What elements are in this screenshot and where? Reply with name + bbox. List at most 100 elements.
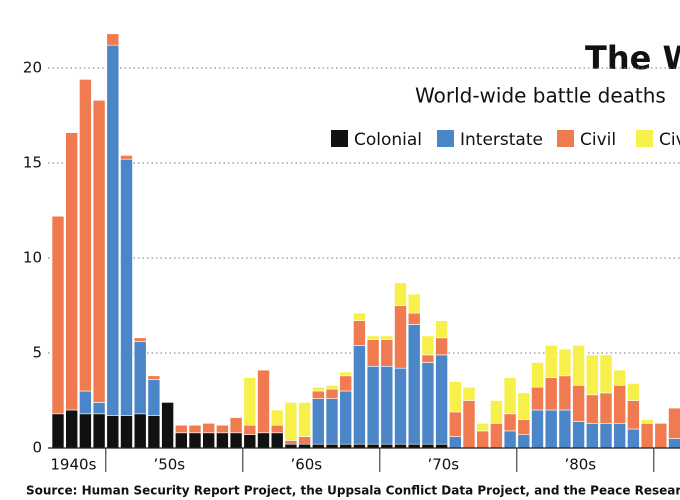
bar-segment xyxy=(284,440,298,445)
legend-swatch xyxy=(331,130,348,147)
bar-segment xyxy=(366,335,380,340)
bar-segment xyxy=(462,400,476,449)
bar-segment xyxy=(270,409,284,426)
bar-segment xyxy=(311,390,325,399)
bar-segment xyxy=(353,345,366,445)
bar-segment xyxy=(407,312,421,325)
bar-segment xyxy=(339,371,353,377)
bar-segment xyxy=(585,354,599,396)
bar-segment xyxy=(366,365,380,445)
bar-segment xyxy=(147,415,161,449)
bar-segment xyxy=(613,384,627,424)
bar-segment xyxy=(298,402,311,437)
bar-segment xyxy=(544,409,558,449)
bar-segment xyxy=(243,434,257,449)
bar-segment xyxy=(544,377,558,411)
bar-segment xyxy=(353,320,366,346)
bar-segment xyxy=(79,390,92,415)
y-tick-label: 0 xyxy=(32,439,42,457)
bar-segment xyxy=(65,132,78,411)
bar-segment xyxy=(490,422,503,449)
bar-segment xyxy=(79,413,92,449)
bar-segment xyxy=(421,362,435,445)
bar-segment xyxy=(394,282,407,306)
legend-label: Civ xyxy=(659,130,680,150)
bar-segment xyxy=(92,413,106,449)
x-tick-label: ’70s xyxy=(427,456,459,474)
bar-segment xyxy=(92,100,106,403)
bar-segment xyxy=(531,386,544,411)
bar-segment xyxy=(339,390,353,445)
bar-segment xyxy=(435,337,448,356)
x-tick-label: ’50s xyxy=(153,456,185,474)
bar-segment xyxy=(421,335,435,356)
bar-segment xyxy=(380,339,394,367)
bar-segment xyxy=(161,402,174,449)
bar-segment xyxy=(257,432,270,449)
bar-segment xyxy=(517,434,531,449)
bar-segment xyxy=(613,369,627,386)
bar-segment xyxy=(325,388,339,399)
bar-segment xyxy=(202,422,215,434)
bar-segment xyxy=(531,362,544,388)
bar-segment xyxy=(503,413,517,432)
bar-segment xyxy=(229,417,243,434)
y-tick-label: 5 xyxy=(32,344,42,362)
bar-segment xyxy=(435,320,448,339)
source-note: Source: Human Security Report Project, t… xyxy=(26,484,680,498)
bar-segment xyxy=(448,436,462,449)
bar-segment xyxy=(79,79,92,392)
bar-segment xyxy=(311,386,325,392)
x-tick-label: ’80s xyxy=(564,456,596,474)
bar-segment xyxy=(133,341,147,415)
bar-segment xyxy=(476,430,490,449)
bar-segment xyxy=(106,44,120,417)
bar-segment xyxy=(380,335,394,340)
x-tick-label: ’60s xyxy=(290,456,322,474)
bar-segment xyxy=(229,432,243,449)
bar-segment xyxy=(558,409,572,449)
bar-segment xyxy=(613,422,627,449)
y-tick-label: 10 xyxy=(23,249,42,267)
bar-segment xyxy=(92,402,106,415)
bar-segment xyxy=(421,354,435,363)
bar-segment xyxy=(147,375,161,380)
bar-segment xyxy=(599,354,613,394)
x-tick-label: 1940s xyxy=(50,456,96,474)
bar-segment xyxy=(599,422,613,449)
bar-segment xyxy=(544,345,558,378)
bar-segment xyxy=(503,377,517,415)
bar-segment xyxy=(298,436,311,445)
bar-segment xyxy=(503,430,517,449)
bar-segment xyxy=(51,413,65,449)
bar-segment xyxy=(133,337,147,342)
bar-segment xyxy=(366,339,380,367)
legend-swatch xyxy=(636,130,653,147)
legend-label: Colonial xyxy=(354,130,422,150)
bar-segment xyxy=(216,424,229,434)
bar-segment xyxy=(531,409,544,449)
bar-segment xyxy=(175,432,188,449)
bar-segment xyxy=(654,422,668,449)
bar-segment xyxy=(394,367,407,445)
bar-segment xyxy=(572,384,585,422)
bar-segment xyxy=(216,432,229,449)
bar-segment xyxy=(407,324,421,445)
bar-segment xyxy=(462,386,476,401)
bar-segment xyxy=(311,398,325,445)
bar-segment xyxy=(175,424,188,434)
bar-segment xyxy=(147,379,161,417)
chart-subtitle: World-wide battle deaths xyxy=(415,84,666,108)
legend-label: Civil xyxy=(580,130,616,150)
bar-segment xyxy=(476,422,490,432)
bar-segment xyxy=(120,155,133,160)
chart-title: The W xyxy=(585,39,680,77)
bar-segment xyxy=(202,432,215,449)
bar-segment xyxy=(558,348,572,377)
bar-segment xyxy=(517,392,531,420)
bar-segment xyxy=(65,409,78,449)
bar-segment xyxy=(339,375,353,392)
bar-segment xyxy=(585,422,599,449)
bar-segment xyxy=(51,215,65,415)
